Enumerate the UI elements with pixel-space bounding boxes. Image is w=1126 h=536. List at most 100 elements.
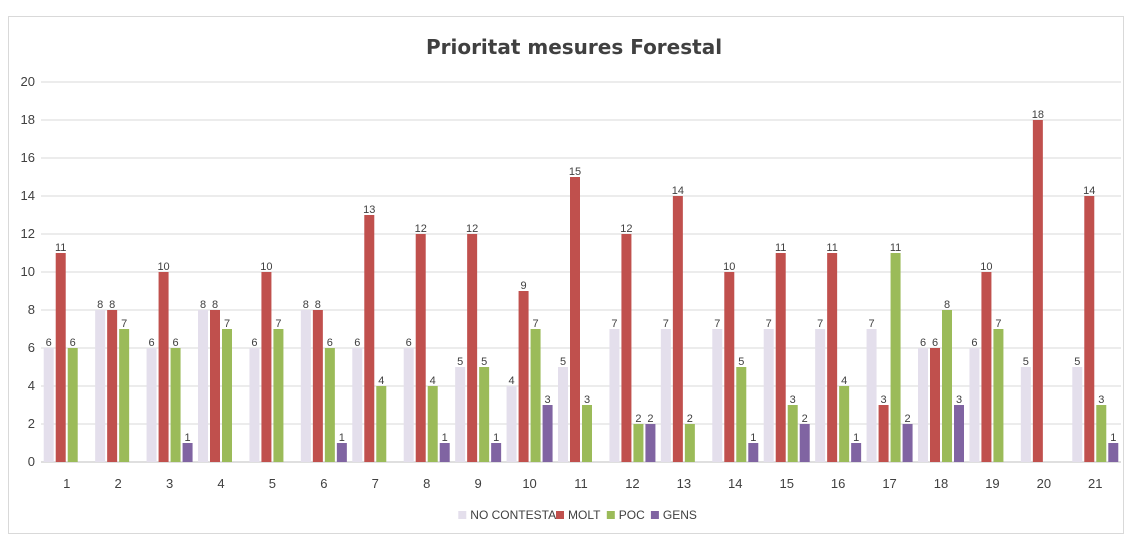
x-tick-label: 5 [269, 476, 276, 491]
bar-poc [273, 329, 284, 462]
bar-molt [364, 215, 375, 462]
bar-value-label: 10 [980, 261, 992, 273]
bar-value-label: 4 [430, 375, 436, 387]
bar-molt [261, 272, 272, 462]
bar-molt [107, 310, 118, 462]
bar-molt [621, 234, 632, 462]
bar-no-contesta [1020, 367, 1031, 462]
bar-value-label: 1 [442, 432, 448, 444]
bar-gens [491, 443, 502, 462]
bar-value-label: 3 [881, 394, 887, 406]
bar-value-label: 7 [533, 318, 539, 330]
x-tick-label: 19 [985, 476, 999, 491]
legend-label: NO CONTESTA [470, 508, 556, 522]
x-tick-label: 7 [372, 476, 379, 491]
bar-value-label: 6 [406, 337, 412, 349]
bar-value-label: 12 [415, 223, 427, 235]
bar-poc [787, 405, 798, 462]
bar-poc [170, 348, 181, 462]
bar-value-label: 14 [1083, 185, 1095, 197]
x-axis-ticks: 1 2 3 4 5 6 7 8 9 10 11 12 13 14 15 16 17 18 19 20 21 [63, 476, 1102, 491]
bar-value-label: 3 [1098, 394, 1104, 406]
bar-no-contesta [95, 310, 106, 462]
x-tick-label: 10 [522, 476, 536, 491]
bar-value-label: 5 [738, 356, 744, 368]
bar-value-label: 11 [775, 242, 786, 254]
bar-value-label: 6 [932, 337, 938, 349]
bar-value-label: 7 [663, 318, 669, 330]
legend: NO CONTESTA MOLT POC GENS [458, 508, 697, 522]
bar-value-label: 7 [224, 318, 230, 330]
y-tick-label: 14 [21, 188, 35, 203]
x-tick-label: 12 [625, 476, 639, 491]
bar-molt [775, 253, 786, 462]
x-tick-label: 6 [320, 476, 327, 491]
legend-swatch [606, 511, 615, 519]
bar-molt [312, 310, 323, 462]
bar-no-contesta [866, 329, 877, 462]
x-tick-label: 13 [677, 476, 691, 491]
bar-molt [415, 234, 426, 462]
bar-value-label: 10 [260, 261, 272, 273]
y-tick-label: 12 [21, 226, 35, 241]
bar-no-contesta [146, 348, 157, 462]
bar-value-label: 1 [1110, 432, 1116, 444]
bar-chart: Prioritat mesures Forestal 0246810121416… [21, 35, 1121, 522]
bar-value-label: 5 [1023, 356, 1029, 368]
x-tick-label: 18 [934, 476, 948, 491]
bar-value-label: 6 [173, 337, 179, 349]
bar-value-label: 6 [920, 337, 926, 349]
bar-value-label: 9 [521, 280, 527, 292]
bar-value-label: 6 [327, 337, 333, 349]
bar-value-label: 8 [944, 299, 950, 311]
bar-value-label: 4 [378, 375, 384, 387]
x-tick-label: 11 [574, 476, 588, 491]
y-axis-ticks: 0 2 4 6 8 10 12 14 16 18 20 [21, 74, 35, 469]
y-tick-label: 4 [28, 378, 35, 393]
bar-gens [954, 405, 964, 462]
bar-value-label: 2 [635, 413, 641, 425]
bar-value-label: 7 [714, 318, 720, 330]
bar-no-contesta [43, 348, 54, 462]
y-tick-label: 2 [28, 416, 35, 431]
bar-poc [633, 424, 644, 462]
bar-value-label: 1 [493, 432, 499, 444]
bar-value-label: 5 [457, 356, 463, 368]
bar-molt [1032, 120, 1043, 462]
bar-value-label: 1 [339, 432, 345, 444]
bar-poc [582, 405, 592, 462]
bar-poc [942, 310, 952, 462]
bar-poc [479, 367, 490, 462]
bar-no-contesta [352, 348, 363, 462]
bar-molt [930, 348, 940, 462]
bar-poc [839, 386, 850, 462]
bar-gens [851, 443, 862, 462]
bar-no-contesta [1072, 367, 1083, 462]
bar-value-label: 14 [672, 185, 684, 197]
cropped-heading-fragment [0, 0, 1126, 14]
bar-value-label: 7 [869, 318, 875, 330]
bar-value-label: 2 [905, 413, 911, 425]
bar-value-label: 5 [481, 356, 487, 368]
bar-gens [336, 443, 347, 462]
bar-poc [1096, 405, 1107, 462]
bar-value-label: 11 [826, 242, 837, 254]
bar-no-contesta [609, 329, 620, 462]
bar-poc [119, 329, 130, 462]
y-tick-label: 0 [28, 454, 35, 469]
bar-gens [645, 424, 656, 462]
bar-no-contesta [558, 367, 568, 462]
bar-no-contesta [815, 329, 826, 462]
bar-poc [993, 329, 1004, 462]
x-tick-label: 1 [63, 476, 70, 491]
bar-no-contesta [506, 386, 517, 462]
bar-value-label: 4 [841, 375, 847, 387]
bar-value-label: 3 [790, 394, 796, 406]
bar-value-label: 8 [315, 299, 321, 311]
bar-gens [799, 424, 810, 462]
bar-value-label: 7 [766, 318, 772, 330]
bar-value-label: 6 [251, 337, 257, 349]
bar-value-label: 8 [303, 299, 309, 311]
legend-swatch [556, 511, 564, 519]
gridlines [41, 81, 1121, 463]
